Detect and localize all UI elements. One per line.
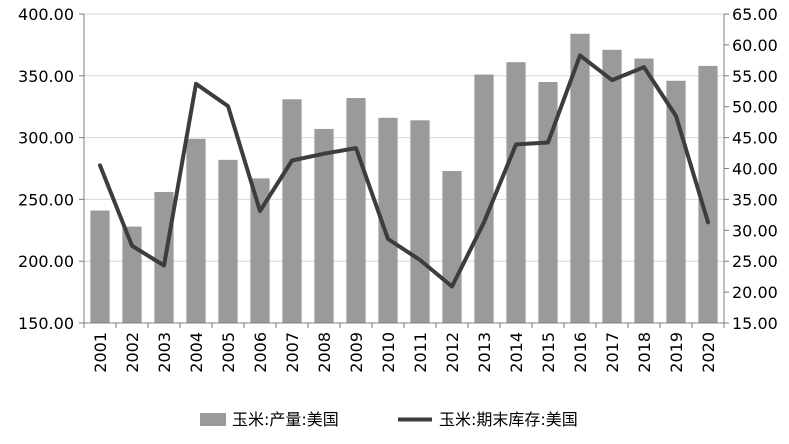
bar: [218, 159, 238, 323]
legend-swatch-bar: [200, 413, 226, 426]
bar: [282, 99, 302, 323]
left-axis-tick-labels: 150.00 200.00 250.00 300.00 350.00 400.00: [18, 5, 74, 333]
bar: [666, 80, 686, 323]
bar: [506, 62, 526, 323]
left-axis-tick-label: 200.00: [18, 252, 74, 271]
legend-label-line: 玉米:期末库存:美国: [439, 410, 578, 429]
right-axis-tick-label: 20.00: [732, 283, 778, 302]
left-axis-tick-label: 250.00: [18, 190, 74, 209]
right-axis-tick-label: 60.00: [732, 36, 778, 55]
line-series: [98, 53, 710, 289]
right-axis-tick-label: 65.00: [732, 5, 778, 24]
left-axis-tick-label: 300.00: [18, 129, 74, 148]
x-axis-tick-label: 2006: [251, 332, 270, 373]
right-axis-tick-label: 25.00: [732, 252, 778, 271]
bar: [410, 120, 430, 324]
x-axis-tick-label: 2003: [155, 332, 174, 373]
right-axis-tick-label: 45.00: [732, 129, 778, 148]
bar: [90, 210, 110, 323]
right-axis-tick-label: 15.00: [732, 314, 778, 333]
x-axis-tick-label: 2008: [315, 332, 334, 373]
x-axis-tick-label: 2007: [283, 332, 302, 373]
bar: [250, 178, 270, 323]
right-axis-tick-label: 35.00: [732, 190, 778, 209]
x-axis-tick-label: 2005: [219, 332, 238, 373]
bar: [570, 33, 590, 323]
bar: [698, 65, 718, 324]
right-axis-tick-label: 55.00: [732, 67, 778, 86]
x-axis-tick-label: 2011: [411, 332, 430, 373]
legend: 玉米:产量:美国 玉米:期末库存:美国: [200, 410, 578, 429]
bar: [378, 117, 398, 323]
x-axis-tick-label: 2016: [571, 332, 590, 373]
x-axis-tick-label: 2014: [507, 332, 526, 373]
x-axis-tick-label: 2020: [699, 332, 718, 373]
x-axis-tick-label: 2012: [443, 332, 462, 373]
x-axis-tick-label: 2010: [379, 332, 398, 373]
x-axis-tick-labels: 2001 2002 2003 2004 2005 2006 2007 2008 2009 2010…: [91, 332, 718, 373]
x-axis-tick-label: 2018: [635, 332, 654, 373]
bar: [442, 170, 462, 323]
bar: [186, 138, 206, 323]
x-axis-tick-label: 2015: [539, 332, 558, 373]
right-axis-tick-label: 50.00: [732, 98, 778, 117]
right-axis-tick-labels: 15.00 20.00 25.00 30.00 35.00 40.00 45.00 50.00…: [732, 5, 778, 333]
bar: [538, 81, 558, 323]
right-axis-tick-label: 40.00: [732, 160, 778, 179]
bar: [346, 98, 366, 323]
bar-series: [90, 33, 718, 324]
axes: [79, 13, 729, 328]
x-axis-tick-label: 2004: [187, 332, 206, 373]
x-axis-tick-label: 2002: [123, 332, 142, 373]
bar: [602, 49, 622, 324]
left-axis-tick-label: 150.00: [18, 314, 74, 333]
legend-label-bar: 玉米:产量:美国: [232, 410, 339, 429]
left-axis-tick-label: 350.00: [18, 67, 74, 86]
right-axis-tick-label: 30.00: [732, 221, 778, 240]
x-axis-tick-label: 2013: [475, 332, 494, 373]
bar: [634, 58, 654, 323]
x-axis-tick-label: 2001: [91, 332, 110, 373]
x-axis-tick-label: 2017: [603, 332, 622, 373]
x-axis-tick-label: 2019: [667, 332, 686, 373]
bar: [314, 128, 334, 323]
left-axis-tick-label: 400.00: [18, 5, 74, 24]
bar: [474, 74, 494, 324]
x-axis-tick-label: 2009: [347, 332, 366, 373]
series-line: [98, 53, 710, 289]
